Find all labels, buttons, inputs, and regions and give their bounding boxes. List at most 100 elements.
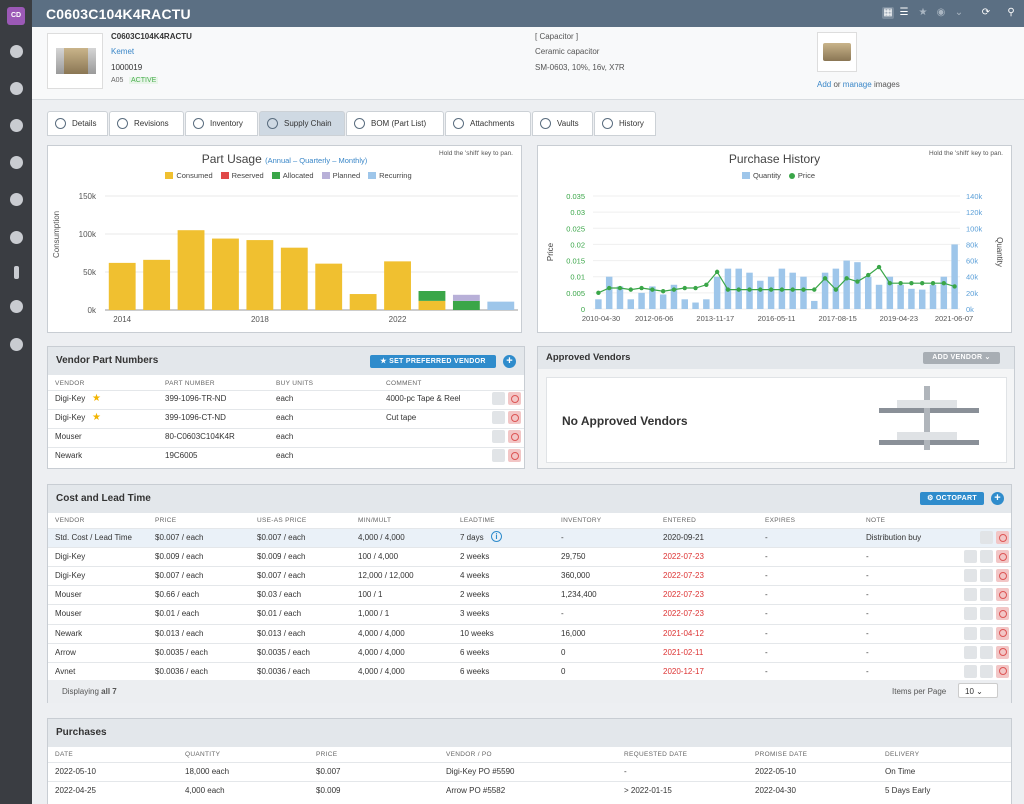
add-image-link[interactable]: Add (817, 80, 832, 89)
delete-icon[interactable] (996, 645, 1009, 659)
grid-view-icon[interactable]: ▦ (882, 7, 894, 19)
tab-supply-chain[interactable]: Supply Chain (259, 111, 345, 136)
edit-icon[interactable] (980, 588, 993, 602)
usage-bar[interactable] (452, 300, 480, 310)
quantity-bar[interactable] (865, 276, 872, 309)
inventory-icon[interactable] (10, 231, 23, 244)
edit-icon[interactable] (492, 411, 505, 424)
edit-icon[interactable] (492, 430, 505, 443)
tab-inventory[interactable]: Inventory (185, 111, 258, 136)
price-point[interactable] (887, 280, 893, 286)
price-point[interactable] (596, 290, 601, 296)
quantity-bar[interactable] (670, 284, 678, 309)
price-point[interactable] (639, 285, 644, 291)
price-point[interactable] (725, 287, 731, 292)
add-vendor-part-button[interactable]: + (503, 355, 516, 368)
usage-bar[interactable] (452, 294, 480, 301)
chevron-down-icon[interactable]: ⌄ (954, 7, 964, 18)
quantity-bar[interactable] (940, 276, 948, 309)
list-view-icon[interactable]: ☰ (899, 7, 909, 18)
quantity-bar[interactable] (843, 260, 850, 309)
quantity-bar[interactable] (811, 300, 818, 309)
part-image[interactable] (47, 33, 103, 89)
price-point[interactable] (920, 280, 925, 286)
edit-icon[interactable] (980, 531, 993, 544)
price-point[interactable] (898, 280, 903, 286)
quantity-bar[interactable] (681, 299, 688, 309)
price-point[interactable] (682, 285, 687, 291)
price-point[interactable] (758, 287, 763, 292)
delete-icon[interactable] (996, 569, 1009, 583)
arrow-right-icon[interactable] (10, 338, 23, 351)
document-icon[interactable] (964, 626, 977, 640)
document-icon[interactable] (964, 550, 977, 564)
globe-icon[interactable] (10, 156, 23, 169)
quantity-bar[interactable] (692, 302, 699, 309)
price-point[interactable] (714, 269, 720, 275)
quantity-bar[interactable] (886, 276, 894, 309)
tab-details[interactable]: Details (47, 111, 108, 136)
refresh-icon[interactable]: ⟳ (981, 7, 991, 18)
dashboard-icon[interactable] (10, 45, 23, 58)
price-point[interactable] (833, 287, 839, 292)
delete-icon[interactable] (508, 430, 521, 443)
quantity-bar[interactable] (897, 284, 904, 309)
usage-bar[interactable] (349, 294, 377, 310)
price-point[interactable] (768, 287, 774, 292)
price-point[interactable] (704, 282, 709, 287)
document-icon[interactable] (964, 664, 977, 678)
usage-bar[interactable] (177, 230, 205, 310)
delete-icon[interactable] (996, 531, 1009, 544)
image-thumbnail[interactable] (817, 32, 857, 72)
usage-bar[interactable] (315, 263, 343, 310)
price-point[interactable] (876, 264, 882, 270)
info-icon[interactable]: i (491, 531, 502, 542)
quantity-bar[interactable] (627, 299, 635, 309)
manage-images-link[interactable]: manage (842, 80, 872, 89)
price-point[interactable] (855, 279, 860, 284)
preferred-star-icon[interactable]: ★ (92, 412, 101, 423)
price-point[interactable] (628, 287, 633, 292)
quantity-bar[interactable] (659, 294, 667, 309)
price-point[interactable] (693, 285, 698, 291)
price-point[interactable] (930, 280, 936, 286)
watch-icon[interactable]: ◉ (936, 7, 946, 18)
price-point[interactable] (801, 287, 806, 292)
price-point[interactable] (660, 289, 666, 294)
quantity-bar[interactable] (767, 276, 775, 309)
user-avatar[interactable]: CD (7, 7, 25, 25)
quantity-bar[interactable] (638, 292, 645, 309)
price-point[interactable] (866, 272, 871, 278)
edit-icon[interactable] (980, 626, 993, 640)
quantity-bar[interactable] (908, 288, 915, 309)
quantity-bar[interactable] (605, 276, 613, 309)
edit-icon[interactable] (980, 645, 993, 659)
price-point[interactable] (952, 284, 957, 289)
tab-attachments[interactable]: Attachments (445, 111, 531, 136)
edit-icon[interactable] (980, 664, 993, 678)
tab-bom[interactable]: BOM (Part List) (346, 111, 444, 136)
usage-bar[interactable] (418, 291, 446, 301)
usage-bar[interactable] (212, 238, 239, 310)
quantity-bar[interactable] (713, 276, 721, 309)
price-point[interactable] (812, 287, 817, 292)
delete-icon[interactable] (996, 550, 1009, 564)
edit-icon[interactable] (492, 449, 505, 462)
delete-icon[interactable] (508, 411, 521, 424)
price-point[interactable] (747, 287, 752, 292)
document-icon[interactable] (964, 588, 977, 602)
parts-icon[interactable] (10, 82, 23, 95)
price-point[interactable] (909, 280, 914, 286)
usage-bar[interactable] (280, 247, 308, 310)
delete-icon[interactable] (508, 449, 521, 462)
quantity-bar[interactable] (649, 286, 656, 309)
delete-icon[interactable] (996, 664, 1009, 678)
quantity-bar[interactable] (800, 276, 807, 309)
usage-bar[interactable] (143, 259, 171, 310)
part-number-link[interactable]: 399-1096-CT-ND (165, 413, 226, 422)
delete-icon[interactable] (996, 607, 1009, 621)
price-point[interactable] (941, 280, 947, 286)
edit-icon[interactable] (492, 392, 505, 405)
octopart-button[interactable]: ⚙ OCTOPART (920, 492, 984, 505)
price-point[interactable] (606, 285, 612, 291)
